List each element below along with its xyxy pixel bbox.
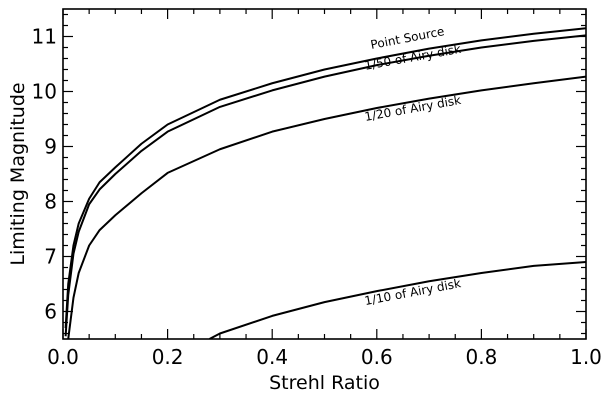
y-tick-label: 9 [44, 135, 57, 159]
series-line [64, 27, 586, 329]
y-tick-label: 11 [32, 25, 57, 49]
y-tick-label: 7 [44, 245, 57, 269]
y-tick-label: 8 [44, 190, 57, 214]
y-axis-title: Limiting Magnitude [7, 82, 29, 265]
plot-border [62, 8, 587, 340]
x-tick-label: 0.0 [47, 345, 79, 369]
x-tick-label: 0.6 [361, 345, 393, 369]
plot-frame [62, 8, 587, 340]
x-tick-label: 0.4 [256, 345, 288, 369]
series-label: 1/20 of Airy disk [363, 93, 462, 124]
x-tick-label: 1.0 [570, 345, 602, 369]
y-tick-label: 6 [44, 300, 57, 324]
x-axis-title: Strehl Ratio [269, 372, 380, 394]
tick-labels: 0.0 0.2 0.4 0.6 0.8 1.0 6 7 8 9 10 11 [32, 25, 602, 370]
series-line [67, 75, 586, 339]
series-line [64, 34, 586, 337]
series-label: 1/10 of Airy disk [363, 276, 462, 308]
x-tick-label: 0.8 [465, 345, 497, 369]
axis-ticks [62, 9, 587, 339]
series-line [208, 261, 586, 339]
x-tick-label: 0.2 [152, 345, 184, 369]
y-tick-label: 10 [32, 80, 57, 104]
curves [64, 27, 586, 339]
